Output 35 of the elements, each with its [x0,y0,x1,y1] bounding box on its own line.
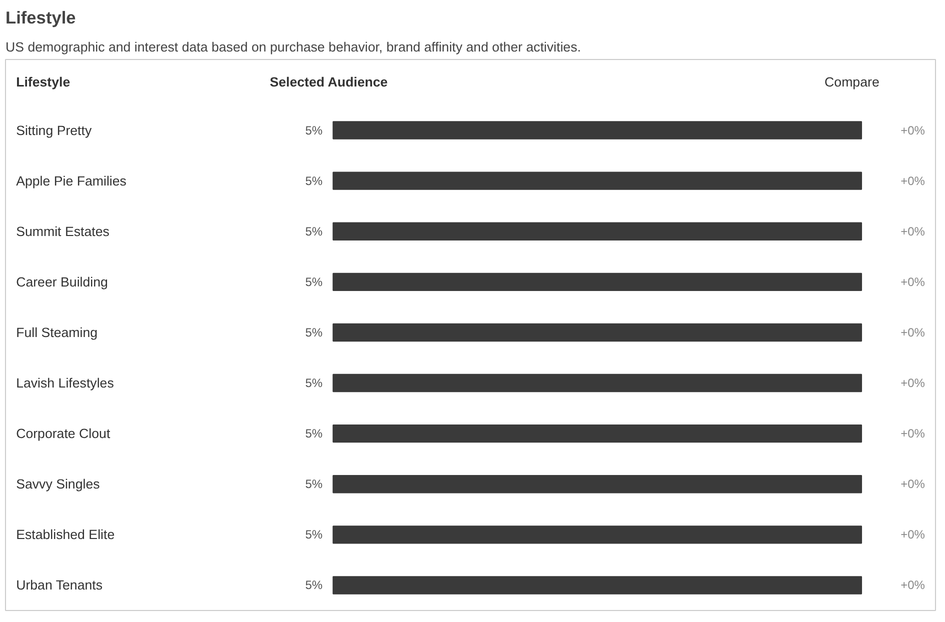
y-tick-label: Apple Pie Families [16,173,127,188]
y-tick-label: Sitting Pretty [16,122,92,138]
data-label: 5% [305,477,323,492]
y-tick-label: Summit Estates [16,224,110,239]
text: +0% [900,376,926,390]
data-label: 5% [305,123,323,138]
text: Selected Audience [270,74,388,90]
text: +0% [900,123,926,138]
data-label: 5% [305,376,323,390]
data-label: 5% [305,174,323,188]
y-tick-label: Corporate Clout [16,426,110,442]
data-label: 5% [305,578,323,592]
data-label: 5% [305,528,323,542]
y-tick-label: Career Building [16,274,108,290]
data-label: 5% [305,325,323,340]
text: +0% [900,174,926,188]
text: +0% [900,578,926,592]
y-tick-label: Savvy Singles [16,476,100,492]
text: +0% [900,528,926,542]
text: Lifestyle [6,8,76,28]
data-label: 5% [305,224,323,238]
data-label: 5% [305,426,323,441]
text: +0% [900,274,926,289]
chart-subtitle: US demographic and interest data based on purchase behavior, brand affinity and other activities. [6,40,581,54]
y-tick-label: Lavish Lifestyles [16,376,114,391]
text: +0% [900,325,926,340]
text: +0% [900,426,926,441]
text: +0% [900,477,926,492]
y-tick-label: Urban Tenants [16,578,103,593]
text: Lifestyle [16,74,70,90]
data-label: 5% [305,274,323,289]
text: +0% [900,224,926,238]
y-tick-label: Full Steaming [16,324,98,340]
y-tick-label: Established Elite [16,527,115,542]
text: Compare [824,74,880,90]
